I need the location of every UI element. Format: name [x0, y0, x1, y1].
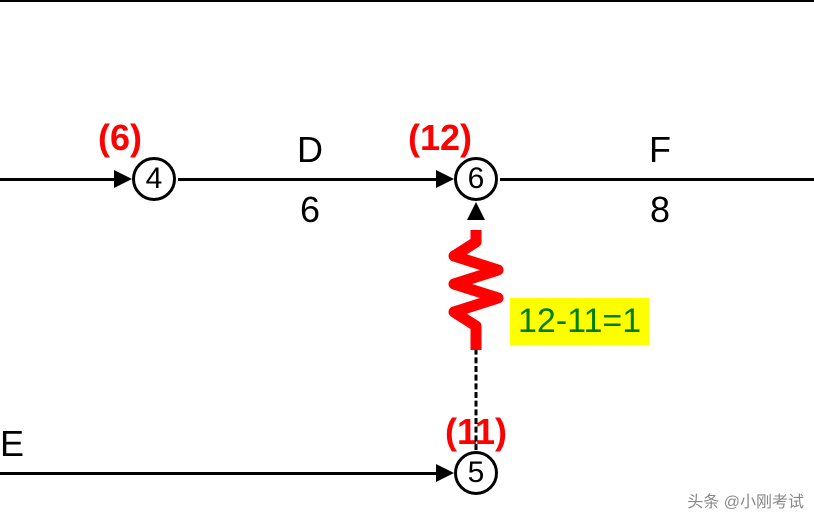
node-4: 4: [132, 157, 176, 201]
arrow-d: [436, 170, 454, 188]
node-5-label: 5: [468, 456, 485, 490]
frame-top: [0, 0, 814, 2]
node-5: 5: [454, 451, 498, 495]
node-6-label: 6: [468, 162, 485, 196]
watermark: 头条 @小刚考试: [687, 488, 804, 512]
zigzag-icon: [436, 230, 516, 350]
edge-f-name: F: [649, 129, 671, 171]
arrow-dummy-5-6: [467, 202, 485, 220]
node-6-value: (12): [408, 117, 472, 159]
edge-f: [500, 178, 814, 181]
edge-d-duration: 6: [300, 189, 320, 231]
arrow-e: [436, 464, 454, 482]
edge-dummy-5-6: [475, 340, 478, 450]
node-4-value: (6): [98, 117, 142, 159]
node-4-label: 4: [146, 162, 163, 196]
edge-e-name: E: [0, 423, 24, 465]
float-calculation: 12-11=1: [510, 298, 649, 345]
edge-d: [178, 178, 442, 181]
edge-f-duration: 8: [650, 189, 670, 231]
edge-e: [0, 472, 442, 475]
float-calculation-text: 12-11=1: [518, 302, 641, 340]
edge-d-name: D: [297, 129, 323, 171]
arrow-into-4: [114, 170, 132, 188]
edge-into-4: [0, 178, 118, 181]
node-6: 6: [454, 157, 498, 201]
